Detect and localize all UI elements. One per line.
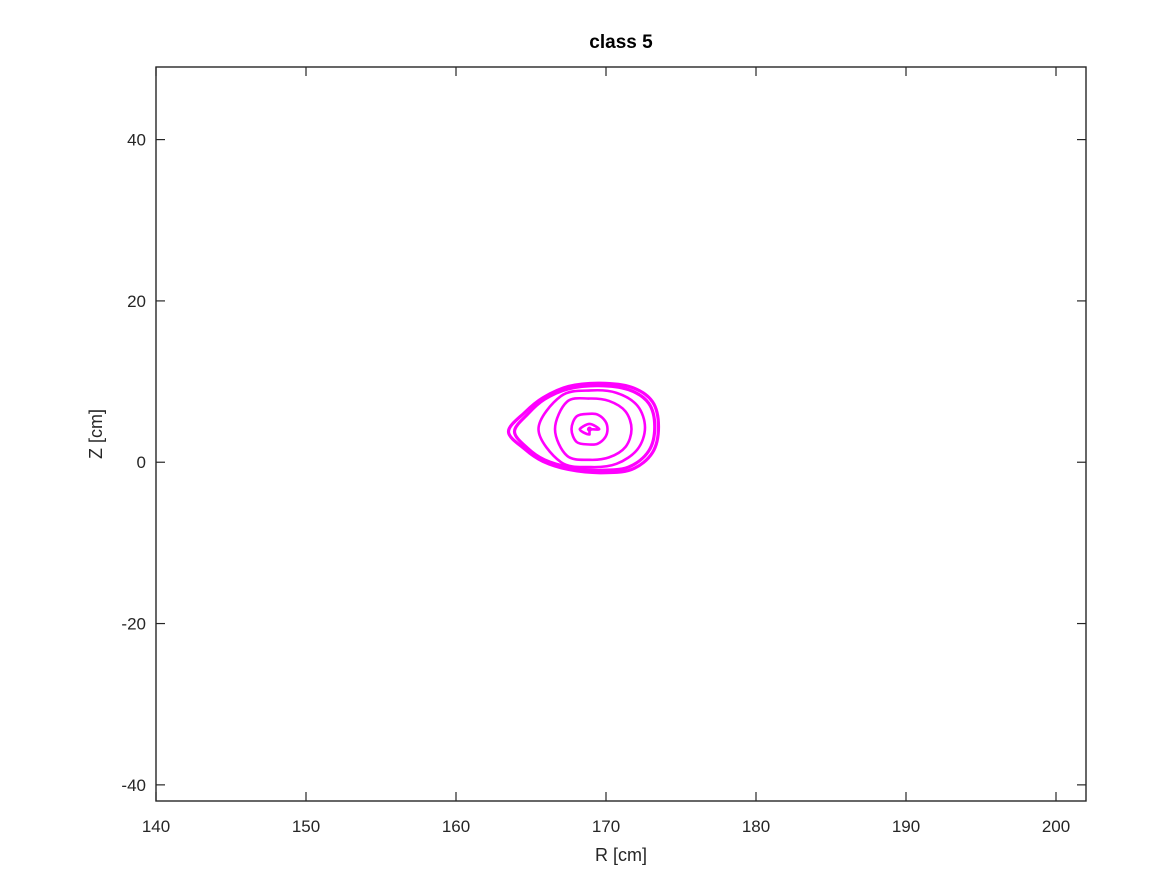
flux-surfaces	[506, 381, 661, 475]
x-tick-label: 150	[292, 817, 320, 836]
y-tick-label: 40	[127, 131, 146, 150]
plot-area: 140 150 160 170 180 190 200 -40 -20 0 20 40	[121, 66, 1087, 836]
x-tick-label: 140	[142, 817, 170, 836]
y-axis-label: Z [cm]	[86, 409, 106, 459]
y-tick-label: 0	[137, 453, 146, 472]
x-tick-label: 160	[442, 817, 470, 836]
flux-surface-line	[506, 381, 661, 475]
y-tick-label: -40	[121, 776, 146, 795]
x-axis-label: R [cm]	[595, 845, 647, 865]
x-tick-label: 190	[892, 817, 920, 836]
flux-surface-line	[578, 422, 601, 436]
magnetic-axis-point	[586, 426, 593, 432]
chart-title: class 5	[589, 32, 653, 53]
x-tick-label: 170	[592, 817, 620, 836]
y-tick-label: 20	[127, 292, 146, 311]
x-tick-label: 180	[742, 817, 770, 836]
flux-surface-line	[512, 383, 657, 472]
flux-surface-line	[570, 412, 609, 446]
flux-surface-line	[553, 396, 633, 462]
axes-box	[155, 66, 1087, 802]
x-tick-label: 200	[1042, 817, 1070, 836]
axis-ticks: 140 150 160 170 180 190 200 -40 -20 0 20 40	[121, 67, 1086, 836]
y-tick-label: -20	[121, 615, 146, 634]
flux-surface-line	[537, 388, 647, 469]
